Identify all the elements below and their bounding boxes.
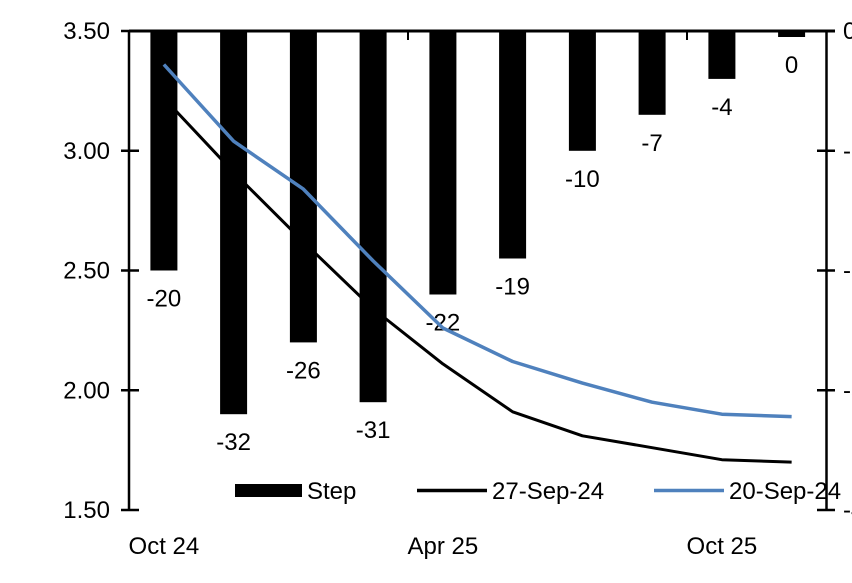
bar-step bbox=[150, 31, 178, 271]
left-axis-tick-label: 2.50 bbox=[63, 258, 110, 285]
bar-data-label: -26 bbox=[286, 357, 321, 384]
line-series-27-sep-24 bbox=[162, 97, 792, 464]
line-series-20-sep-24 bbox=[162, 63, 792, 419]
bar-data-label: 0 bbox=[785, 52, 798, 79]
bar-step bbox=[499, 31, 527, 259]
bar-data-label: -32 bbox=[216, 429, 251, 456]
left-axis-tick-label: 2.00 bbox=[63, 377, 110, 404]
bar-step bbox=[289, 31, 317, 343]
x-axis-tick-label: Oct 24 bbox=[129, 533, 200, 560]
left-axis-tick-label: 3.00 bbox=[63, 138, 110, 165]
bar-step bbox=[220, 31, 248, 415]
bar-step bbox=[638, 31, 666, 115]
bar-data-label: -7 bbox=[641, 130, 662, 157]
right-axis-tick-label: -30 bbox=[843, 377, 852, 404]
x-axis-tick-label: Apr 25 bbox=[408, 533, 479, 560]
bar-data-label: -10 bbox=[565, 166, 600, 193]
legend-label: 27-Sep-24 bbox=[492, 478, 604, 505]
right-axis-tick-label: -20 bbox=[843, 258, 852, 285]
bar-data-label: -19 bbox=[495, 274, 530, 301]
right-axis-tick-label: 0 bbox=[843, 18, 852, 45]
left-axis-tick-label: 1.50 bbox=[63, 497, 110, 524]
left-axis-tick-label: 3.50 bbox=[63, 18, 110, 45]
chart-canvas: -20-32-26-31-22-19-10-7-403.503.002.502.… bbox=[63, 18, 852, 560]
legend-label: 20-Sep-24 bbox=[729, 478, 841, 505]
bar-data-label: -20 bbox=[147, 286, 182, 313]
legend-label: Step bbox=[307, 478, 356, 505]
bar-data-label: -4 bbox=[711, 94, 732, 121]
bar-data-label: -31 bbox=[356, 417, 391, 444]
x-axis-tick-label: Oct 25 bbox=[687, 533, 758, 560]
bar-step bbox=[429, 31, 457, 295]
legend-swatch-bar bbox=[235, 484, 302, 497]
bar-step bbox=[568, 31, 596, 151]
combo-chart-figure: -20 -32 -26 -31 -22 -19 -10 -7 -4 0 3.50 3.00 2.50 2.… bbox=[40, 16, 852, 567]
right-axis-tick-label: -40 bbox=[843, 497, 852, 524]
bar-step bbox=[708, 31, 736, 79]
bar-step bbox=[359, 31, 387, 403]
right-axis-tick-label: -10 bbox=[843, 138, 852, 165]
bar-step bbox=[778, 31, 806, 37]
